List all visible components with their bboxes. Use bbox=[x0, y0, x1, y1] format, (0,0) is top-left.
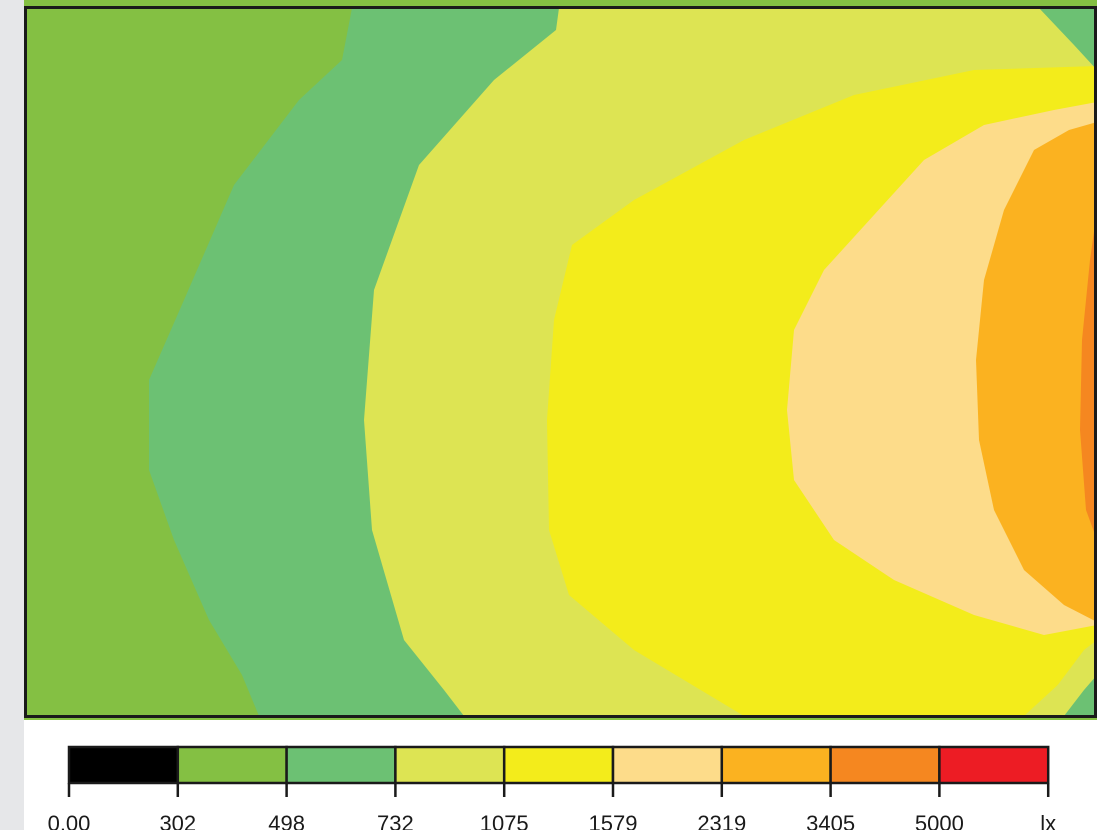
legend-tick-label: 302 bbox=[159, 811, 196, 830]
legend-swatch bbox=[176, 745, 288, 785]
legend-swatch bbox=[720, 745, 832, 785]
legend-tick-label: 498 bbox=[268, 811, 305, 830]
legend-ticks bbox=[67, 783, 1050, 797]
legend-swatch bbox=[394, 745, 506, 785]
legend-tick-label: 0.00 bbox=[48, 811, 91, 830]
legend-swatches bbox=[67, 745, 1050, 785]
legend-tick-label: 2319 bbox=[697, 811, 746, 830]
region-498-732-corner-bottom bbox=[1064, 675, 1097, 716]
color-legend: 0.00 302 498 732 1075 1579 2319 3405 5000 lx bbox=[48, 745, 1057, 830]
plot-border bbox=[24, 6, 1097, 718]
region-498-732-corner-top bbox=[1039, 8, 1097, 70]
illuminance-chart: 0.00 302 498 732 1075 1579 2319 3405 5000 lx bbox=[24, 0, 1097, 830]
legend-swatch bbox=[938, 745, 1050, 785]
legend-swatch bbox=[502, 745, 615, 785]
region-3405-5000 bbox=[1080, 210, 1097, 540]
legend-tick-label: lx bbox=[1040, 811, 1056, 830]
legend-swatch bbox=[67, 745, 180, 785]
legend-swatch bbox=[285, 745, 397, 785]
legend-tick-label: 1075 bbox=[480, 811, 529, 830]
legend-swatch bbox=[829, 745, 941, 785]
contour-regions bbox=[24, 0, 1097, 720]
legend-tick-label: 5000 bbox=[915, 811, 964, 830]
legend-tick-label: 732 bbox=[377, 811, 414, 830]
contour-plot bbox=[24, 0, 1097, 720]
region-2319-3405 bbox=[976, 122, 1097, 622]
legend-tick-label: 1579 bbox=[589, 811, 638, 830]
legend-tick-label: 3405 bbox=[806, 811, 855, 830]
legend-tick-labels: 0.00 302 498 732 1075 1579 2319 3405 5000 lx bbox=[48, 811, 1057, 830]
legend-swatch bbox=[611, 745, 724, 785]
